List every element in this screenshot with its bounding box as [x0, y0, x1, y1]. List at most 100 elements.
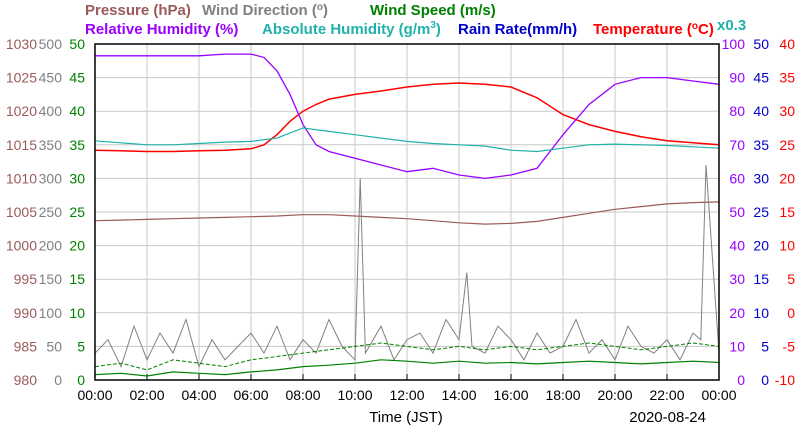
y-tick-label-wind-direction: 450	[39, 70, 63, 86]
x-tick-label: 00:00	[77, 387, 112, 403]
y-tick-label-relative-humidity: 30	[729, 271, 745, 287]
x-tick-label: 10:00	[337, 387, 372, 403]
y-tick-label-pressure: 1000	[6, 238, 37, 254]
y-tick-label-relative-humidity: 60	[729, 170, 745, 186]
y-tick-label-pressure: 1015	[6, 137, 37, 153]
y-tick-label-relative-humidity: 20	[729, 305, 745, 321]
series-temperature	[94, 82, 720, 153]
y-tick-label-rain-rate: 50	[753, 36, 769, 52]
axis-ticks: 00:00 02:00 04:00 06:00 08:00 10:00 12:00 14:00…	[6, 36, 795, 403]
y-tick-label-relative-humidity: 90	[729, 70, 745, 86]
y-tick-label-pressure: 980	[14, 372, 38, 388]
x-tick-label: 08:00	[285, 387, 320, 403]
y-tick-label-wind-speed: 10	[69, 305, 85, 321]
y-tick-label-relative-humidity: 70	[729, 137, 745, 153]
y-tick-label-pressure: 995	[14, 271, 38, 287]
chart-date: 2020-08-24	[629, 409, 706, 426]
rain-scale-note: x0.3	[717, 17, 746, 34]
y-tick-label-wind-direction: 500	[39, 36, 63, 52]
legend-pressure: Pressure (hPa)	[85, 2, 191, 19]
y-tick-label-wind-speed: 5	[77, 338, 85, 354]
y-tick-label-pressure: 985	[14, 338, 38, 354]
x-tick-label: 04:00	[181, 387, 216, 403]
series-wind-speed-avg	[94, 359, 720, 377]
grid	[94, 44, 720, 380]
x-tick-label: 00:00	[701, 387, 736, 403]
legend-wind-direction: Wind Direction (o)	[202, 2, 328, 19]
legend-relative-humidity: Relative Humidity (%)	[85, 21, 238, 38]
x-tick-label: 20:00	[597, 387, 632, 403]
y-tick-label-temperature: 30	[779, 103, 795, 119]
y-tick-label-temperature: 15	[779, 204, 795, 220]
y-tick-label-rain-rate: 5	[761, 338, 769, 354]
legend-absolute-humidity: Absolute Humidity (g/m3)	[262, 20, 441, 38]
legend-rain-rate: Rain Rate(mm/h)	[458, 21, 577, 38]
y-tick-label-rain-rate: 40	[753, 103, 769, 119]
series-relative-humidity	[95, 53, 720, 180]
y-tick-label-wind-direction: 200	[39, 238, 63, 254]
y-tick-label-rain-rate: 25	[753, 204, 769, 220]
y-tick-label-wind-speed: 45	[69, 70, 85, 86]
y-tick-label-rain-rate: 10	[753, 305, 769, 321]
y-tick-label-pressure: 1020	[6, 103, 37, 119]
x-tick-label: 02:00	[129, 387, 164, 403]
y-tick-label-rain-rate: 20	[753, 238, 769, 254]
y-tick-label-relative-humidity: 100	[722, 36, 746, 52]
y-tick-label-temperature: 10	[779, 238, 795, 254]
y-tick-label-wind-direction: 300	[39, 170, 63, 186]
y-tick-label-wind-speed: 35	[69, 137, 85, 153]
series-absolute-humidity	[94, 127, 720, 153]
series-wind-direction	[94, 164, 720, 369]
y-tick-label-pressure: 1030	[6, 36, 37, 52]
legend-temperature: Temperature (oC)	[593, 21, 714, 38]
x-tick-label: 06:00	[233, 387, 268, 403]
y-tick-label-temperature: -10	[775, 372, 795, 388]
series-layer	[94, 53, 720, 377]
y-tick-label-wind-speed: 25	[69, 204, 85, 220]
y-tick-label-wind-direction: 150	[39, 271, 63, 287]
y-tick-label-temperature: 20	[779, 170, 795, 186]
y-tick-label-temperature: 5	[787, 271, 795, 287]
y-tick-label-pressure: 1005	[6, 204, 37, 220]
y-tick-label-relative-humidity: 10	[729, 338, 745, 354]
y-tick-label-pressure: 990	[14, 305, 38, 321]
y-tick-label-wind-direction: 50	[46, 338, 62, 354]
y-tick-label-relative-humidity: 80	[729, 103, 745, 119]
y-tick-label-temperature: 25	[779, 137, 795, 153]
y-tick-label-wind-direction: 250	[39, 204, 63, 220]
y-tick-label-wind-speed: 20	[69, 238, 85, 254]
y-tick-label-rain-rate: 45	[753, 70, 769, 86]
y-tick-label-rain-rate: 15	[753, 271, 769, 287]
y-tick-label-pressure: 1025	[6, 70, 37, 86]
x-tick-label: 18:00	[545, 387, 580, 403]
plot-frame	[94, 43, 720, 381]
x-axis-title: Time (JST)	[369, 409, 443, 426]
y-tick-label-wind-direction: 100	[39, 305, 63, 321]
y-tick-label-relative-humidity: 0	[737, 372, 745, 388]
y-tick-label-wind-speed: 0	[77, 372, 85, 388]
y-tick-label-rain-rate: 35	[753, 137, 769, 153]
y-tick-label-wind-speed: 50	[69, 36, 85, 52]
y-tick-label-relative-humidity: 40	[729, 238, 745, 254]
series-pressure	[94, 201, 720, 225]
y-tick-label-pressure: 1010	[6, 170, 37, 186]
y-tick-label-temperature: 40	[779, 36, 795, 52]
y-tick-label-temperature: 35	[779, 70, 795, 86]
y-tick-label-relative-humidity: 50	[729, 204, 745, 220]
y-tick-label-wind-direction: 350	[39, 137, 63, 153]
y-tick-label-wind-speed: 30	[69, 170, 85, 186]
y-tick-label-wind-speed: 40	[69, 103, 85, 119]
y-tick-label-rain-rate: 0	[761, 372, 769, 388]
x-tick-label: 16:00	[493, 387, 528, 403]
y-tick-label-rain-rate: 30	[753, 170, 769, 186]
y-tick-label-wind-speed: 15	[69, 271, 85, 287]
y-tick-label-temperature: 0	[787, 305, 795, 321]
y-tick-label-wind-direction: 0	[54, 372, 62, 388]
x-tick-label: 14:00	[441, 387, 476, 403]
x-tick-label: 12:00	[389, 387, 424, 403]
x-tick-label: 22:00	[649, 387, 684, 403]
y-tick-label-wind-direction: 400	[39, 103, 63, 119]
legend-wind-speed: Wind Speed (m/s)	[370, 2, 496, 19]
y-tick-label-temperature: -5	[783, 338, 796, 354]
